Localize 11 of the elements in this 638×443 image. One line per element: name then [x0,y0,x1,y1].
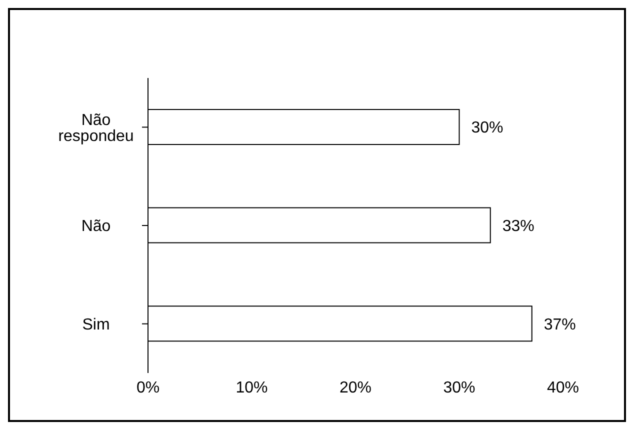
x-tick-label: 0% [136,379,160,396]
data-label: 37% [544,316,576,334]
x-tick-label: 10% [236,379,268,396]
x-tick-label: 40% [546,379,580,396]
x-tick-label: 20% [339,379,372,396]
y-tick-label: Não [81,218,111,236]
x-tick-label: 30% [443,379,476,396]
y-tick-label: Sim [82,316,110,334]
y-tick-label: Não respondeu [58,112,134,145]
data-label: 33% [502,218,534,235]
data-label: 30% [471,120,504,137]
